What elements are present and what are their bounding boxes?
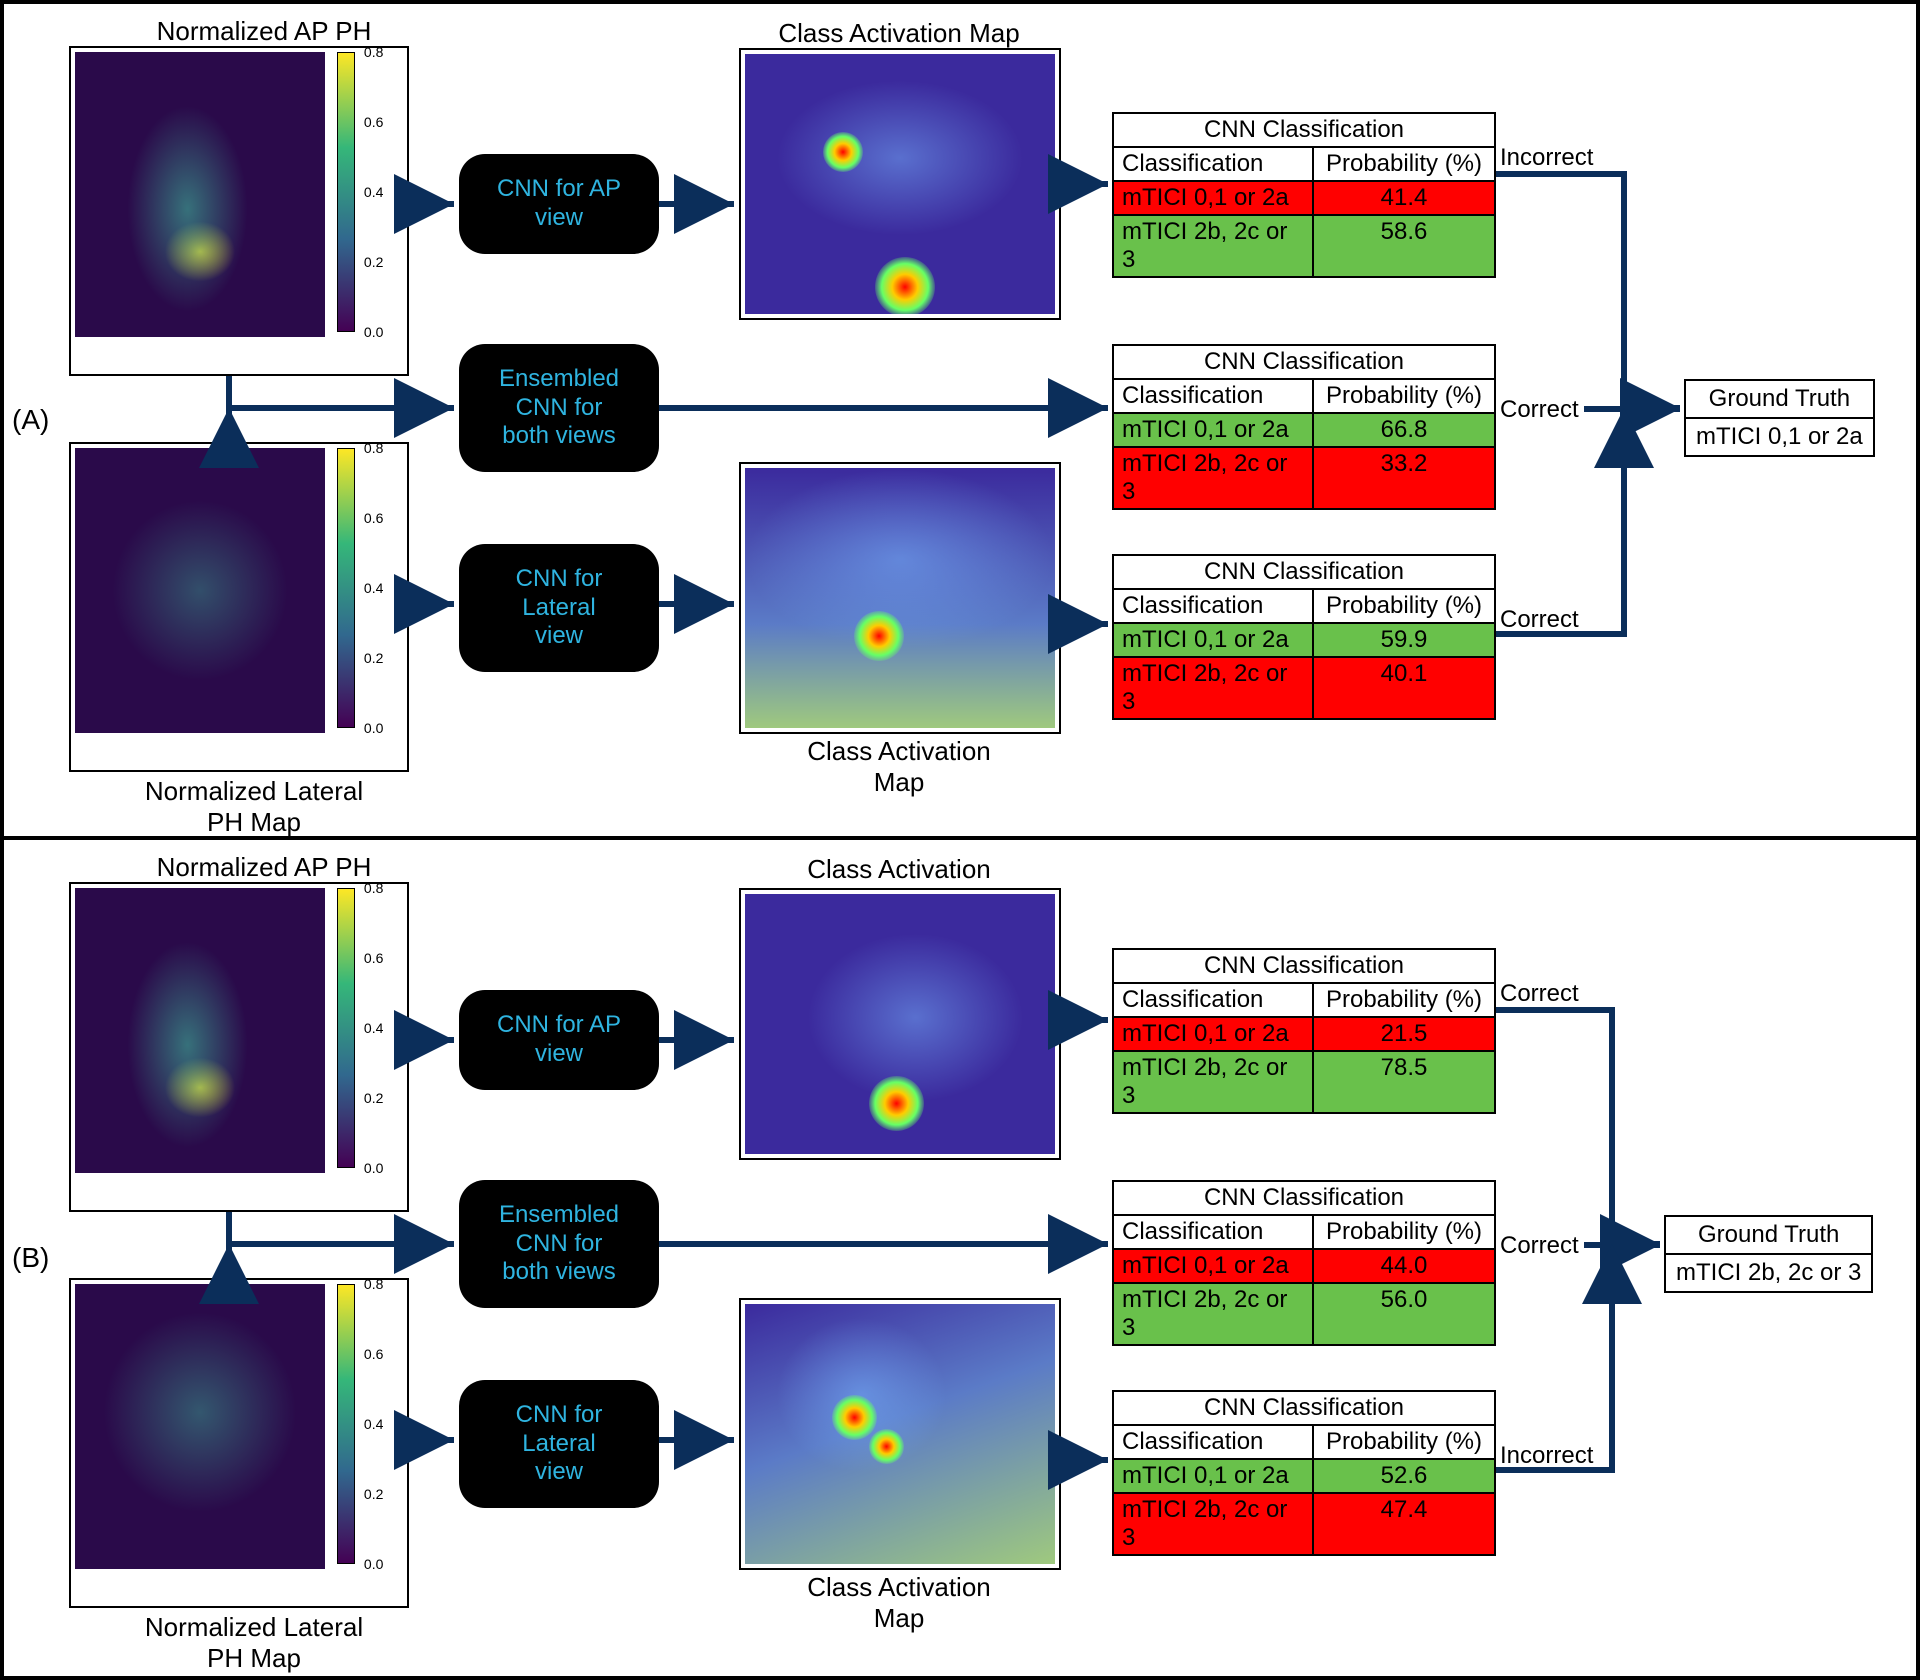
colorbar-lat-a	[337, 448, 355, 728]
ap-ph-map-box: 0.0 0.2 0.4 0.6 0.8	[69, 46, 409, 376]
class-table-bot-a: CNN Classification ClassificationProbabi…	[1112, 554, 1496, 720]
colorbar-ap-b	[337, 888, 355, 1168]
colorbar-ap-a	[337, 52, 355, 332]
cam-bot-label: Class ActivationMap	[739, 736, 1059, 798]
cnn-lat-pill-b: CNN forLateralview	[459, 1380, 659, 1508]
lat-ph-map-label-b: Normalized LateralPH Map	[114, 1612, 394, 1674]
cnn-lat-pill: CNN forLateralview	[459, 544, 659, 672]
class-table-top-b: CNN Classification ClassificationProbabi…	[1112, 948, 1496, 1114]
panel-b: (B) Normalized AP PHMap 0.0 0.2 0.4 0.6 …	[4, 840, 1916, 1676]
class-table-bot-b: CNN Classification ClassificationProbabi…	[1112, 1390, 1496, 1556]
lat-ph-map-label: Normalized LateralPH Map	[114, 776, 394, 838]
panel-b-label: (B)	[12, 1242, 49, 1274]
class-table-mid-a: CNN Classification ClassificationProbabi…	[1112, 344, 1496, 510]
verdict-mid-a: Correct	[1500, 396, 1579, 424]
lat-ph-map-box: 0.0 0.2 0.4 0.6 0.8	[69, 442, 409, 772]
ground-truth-box-b: Ground Truth mTICI 2b, 2c or 3	[1664, 1215, 1873, 1293]
panel-a: (A) Normalized AP PHMap 0.0 0.2 0.4 0.6 …	[4, 4, 1916, 840]
cam-bot-label-b: Class ActivationMap	[739, 1572, 1059, 1634]
cnn-both-pill-b: EnsembledCNN forboth views	[459, 1180, 659, 1308]
cnn-both-pill: EnsembledCNN forboth views	[459, 344, 659, 472]
verdict-top-b: Correct	[1500, 980, 1579, 1008]
cnn-ap-pill-b: CNN for APview	[459, 990, 659, 1090]
verdict-bot-b: Incorrect	[1500, 1442, 1593, 1470]
colorbar-ticks: 0.0 0.2 0.4 0.6 0.8	[364, 52, 394, 332]
cam-box-top	[739, 48, 1061, 320]
colorbar-ticks: 0.0 0.2 0.4 0.6 0.8	[364, 448, 394, 728]
lat-ph-map-box-b: 0.0 0.2 0.4 0.6 0.8	[69, 1278, 409, 1608]
colorbar-lat-b	[337, 1284, 355, 1564]
verdict-top-a: Incorrect	[1500, 144, 1593, 172]
ap-ph-map-box-b: 0.0 0.2 0.4 0.6 0.8	[69, 882, 409, 1212]
verdict-mid-b: Correct	[1500, 1232, 1579, 1260]
cam-box-bot-b	[739, 1298, 1061, 1570]
cnn-ap-pill: CNN for APview	[459, 154, 659, 254]
figure-container: (A) Normalized AP PHMap 0.0 0.2 0.4 0.6 …	[0, 0, 1920, 1680]
cam-box-bot	[739, 462, 1061, 734]
cam-box-top-b	[739, 888, 1061, 1160]
class-table-mid-b: CNN Classification ClassificationProbabi…	[1112, 1180, 1496, 1346]
class-table-top-a: CNN Classification ClassificationProbabi…	[1112, 112, 1496, 278]
verdict-bot-a: Correct	[1500, 606, 1579, 634]
cam-top-label: Class Activation Map	[739, 18, 1059, 49]
ground-truth-box-a: Ground Truth mTICI 0,1 or 2a	[1684, 379, 1875, 457]
panel-a-label: (A)	[12, 404, 49, 436]
